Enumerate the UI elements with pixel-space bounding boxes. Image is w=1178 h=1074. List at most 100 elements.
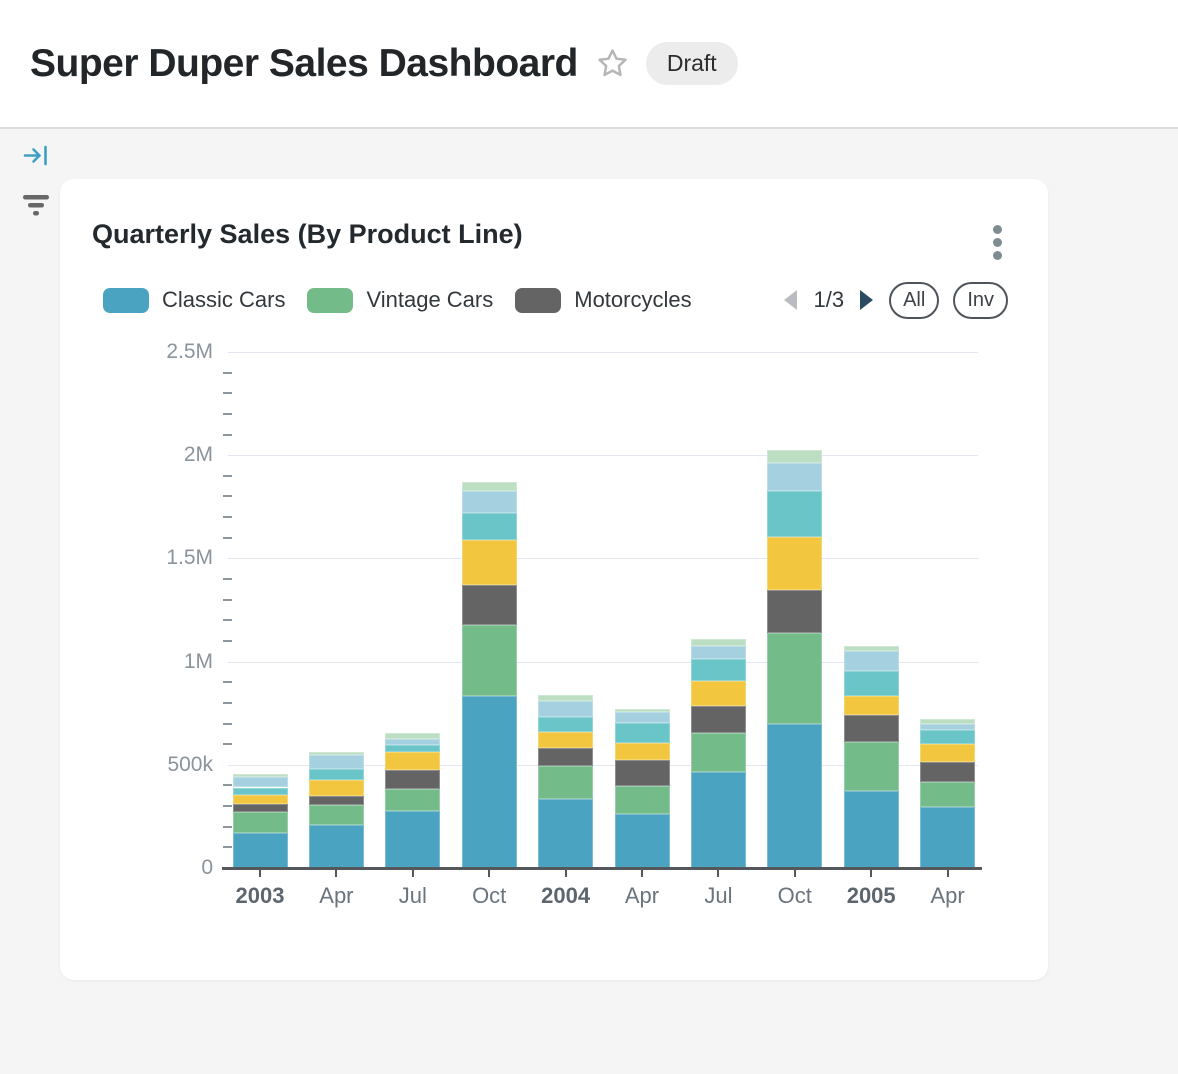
bar-segment-vintage-cars[interactable] [843, 742, 899, 791]
bar-segment-vintage-cars[interactable] [614, 785, 670, 815]
bar-segment-unlabeled-series-pale-green-legend-page-3-[interactable] [308, 751, 364, 756]
y-minor-tick [223, 784, 232, 787]
bar-segment-vintage-cars[interactable] [920, 781, 976, 807]
bar-segment-unlabeled-series-yellow-legend-page-2-[interactable] [690, 681, 746, 706]
bar-segment-unlabeled-series-yellow-legend-page-2-[interactable] [461, 540, 517, 585]
filter-icon [23, 195, 49, 216]
bar-segment-classic-cars[interactable] [308, 825, 364, 868]
bar-segment-unlabeled-series-light-blue-legend-page-2-[interactable] [920, 724, 976, 731]
bar-segment-vintage-cars[interactable] [308, 804, 364, 826]
bar-segment-motorcycles[interactable] [690, 705, 746, 734]
legend-item-motorcycles[interactable]: Motorcycles [515, 287, 692, 313]
bar-segment-unlabeled-series-pale-green-legend-page-3-[interactable] [767, 450, 823, 464]
bar-segment-unlabeled-series-pale-green-legend-page-3-[interactable] [843, 645, 899, 652]
bar-segment-unlabeled-series-pale-green-legend-page-3-[interactable] [385, 733, 441, 739]
bar-segment-unlabeled-series-pale-green-legend-page-3-[interactable] [614, 709, 670, 712]
bar-segment-unlabeled-series-yellow-legend-page-2-[interactable] [767, 536, 823, 591]
bar-segment-unlabeled-series-light-blue-legend-page-2-[interactable] [308, 755, 364, 770]
legend-item-classic-cars[interactable]: Classic Cars [103, 287, 285, 313]
bar-segment-unlabeled-series-teal-legend-page-2-[interactable] [614, 723, 670, 744]
bar-segment-unlabeled-series-teal-legend-page-2-[interactable] [461, 513, 517, 541]
y-axis-label: 0 [201, 856, 213, 879]
bar-segment-vintage-cars[interactable] [385, 788, 441, 811]
bar-segment-unlabeled-series-teal-legend-page-2-[interactable] [843, 670, 899, 697]
kebab-dot [993, 251, 1002, 260]
bar-segment-unlabeled-series-yellow-legend-page-2-[interactable] [843, 696, 899, 715]
card-menu-button[interactable] [987, 219, 1008, 266]
bar-segment-unlabeled-series-light-blue-legend-page-2-[interactable] [767, 463, 823, 491]
bar-segment-classic-cars[interactable] [690, 772, 746, 868]
x-axis-label: 2003 [235, 883, 285, 908]
bar-segment-unlabeled-series-light-blue-legend-page-2-[interactable] [461, 490, 517, 514]
invert-selection-button[interactable]: Inv [953, 281, 1008, 319]
bar-segment-unlabeled-series-light-blue-legend-page-2-[interactable] [232, 777, 288, 788]
bar-segment-unlabeled-series-light-blue-legend-page-2-[interactable] [843, 651, 899, 671]
arrow-to-line-icon [23, 145, 47, 166]
bar-segment-motorcycles[interactable] [767, 590, 823, 633]
bar-segment-unlabeled-series-yellow-legend-page-2-[interactable] [920, 743, 976, 763]
filter-button[interactable] [22, 194, 50, 216]
bar-segment-unlabeled-series-pale-green-legend-page-3-[interactable] [461, 481, 517, 491]
bar-segment-vintage-cars[interactable] [232, 811, 288, 833]
bar-segment-unlabeled-series-pale-green-legend-page-3-[interactable] [690, 638, 746, 646]
legend-prev-button[interactable] [782, 289, 799, 311]
bar-segment-classic-cars[interactable] [843, 790, 899, 868]
bar-segment-unlabeled-series-teal-legend-page-2-[interactable] [385, 745, 441, 752]
gridline-1.5M [228, 558, 978, 560]
bar-segment-classic-cars[interactable] [461, 696, 517, 868]
bar-segment-classic-cars[interactable] [232, 832, 288, 868]
x-axis-label: Jul [398, 883, 427, 908]
bar-segment-unlabeled-series-teal-legend-page-2-[interactable] [538, 717, 594, 733]
bar-segment-unlabeled-series-light-blue-legend-page-2-[interactable] [538, 700, 594, 718]
bar-segment-vintage-cars[interactable] [461, 625, 517, 697]
bar-segment-motorcycles[interactable] [843, 714, 899, 743]
bar-segment-unlabeled-series-teal-legend-page-2-[interactable] [920, 730, 976, 744]
bar-segment-unlabeled-series-teal-legend-page-2-[interactable] [308, 769, 364, 781]
bar-segment-motorcycles[interactable] [920, 762, 976, 782]
legend-toolbar: Classic Cars Vintage Cars Motorcycles 1/3 … [103, 281, 1008, 319]
bar-segment-motorcycles[interactable] [385, 769, 441, 789]
bar-segment-classic-cars[interactable] [767, 723, 823, 868]
legend-item-vintage-cars[interactable]: Vintage Cars [307, 287, 493, 313]
bar-segment-unlabeled-series-yellow-legend-page-2-[interactable] [308, 780, 364, 796]
legend-swatch [307, 287, 354, 313]
bar-segment-unlabeled-series-pale-green-legend-page-3-[interactable] [232, 774, 288, 778]
legend-next-button[interactable] [858, 289, 875, 311]
legend-swatch [103, 287, 149, 313]
bar-segment-unlabeled-series-teal-legend-page-2-[interactable] [767, 490, 823, 537]
select-all-button[interactable]: All [889, 281, 940, 319]
bar-segment-vintage-cars[interactable] [690, 733, 746, 773]
x-axis-label: Oct [777, 883, 812, 908]
bar-segment-unlabeled-series-light-blue-legend-page-2-[interactable] [385, 738, 441, 746]
bar-segment-motorcycles[interactable] [232, 803, 288, 812]
star-icon [598, 49, 627, 77]
bar-segment-unlabeled-series-yellow-legend-page-2-[interactable] [385, 751, 441, 770]
bar-segment-unlabeled-series-teal-legend-page-2-[interactable] [232, 787, 288, 795]
bar-segment-classic-cars[interactable] [538, 798, 594, 868]
y-minor-tick [223, 371, 232, 374]
bar-segment-unlabeled-series-light-blue-legend-page-2-[interactable] [690, 645, 746, 660]
bar-segment-vintage-cars[interactable] [538, 766, 594, 799]
bar-segment-unlabeled-series-yellow-legend-page-2-[interactable] [614, 743, 670, 761]
x-axis-tick [870, 870, 873, 877]
y-axis-label: 1.5M [166, 546, 213, 570]
collapse-panel-button[interactable] [23, 143, 50, 168]
bar-segment-classic-cars[interactable] [614, 814, 670, 868]
bar-segment-motorcycles[interactable] [538, 748, 594, 767]
bar-segment-classic-cars[interactable] [385, 810, 441, 868]
bar-segment-unlabeled-series-pale-green-legend-page-3-[interactable] [538, 694, 594, 701]
bar-segment-unlabeled-series-yellow-legend-page-2-[interactable] [538, 732, 594, 749]
y-minor-tick [223, 578, 232, 581]
bar-segment-unlabeled-series-yellow-legend-page-2-[interactable] [232, 794, 288, 804]
bar-apr-9 [920, 334, 976, 868]
bar-segment-classic-cars[interactable] [920, 806, 976, 868]
bar-segment-unlabeled-series-light-blue-legend-page-2-[interactable] [614, 711, 670, 724]
bar-segment-vintage-cars[interactable] [767, 632, 823, 724]
legend-label: Motorcycles [574, 287, 692, 312]
favorite-star-button[interactable] [596, 47, 629, 80]
bar-segment-unlabeled-series-pale-green-legend-page-3-[interactable] [920, 719, 976, 725]
bar-segment-motorcycles[interactable] [461, 585, 517, 626]
bar-segment-motorcycles[interactable] [308, 795, 364, 805]
bar-segment-unlabeled-series-teal-legend-page-2-[interactable] [690, 659, 746, 681]
bar-segment-motorcycles[interactable] [614, 760, 670, 786]
